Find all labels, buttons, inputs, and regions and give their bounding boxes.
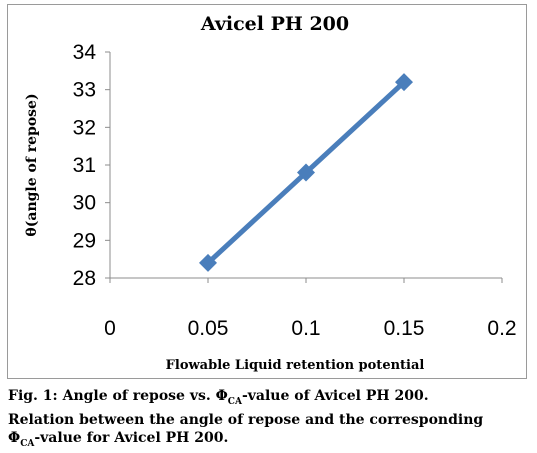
- line-chart: Avicel PH 200 28 29 30 31 32 33 34 0 0.05 0.1 0.1…: [24, 13, 517, 373]
- y-tick-label: 33: [73, 79, 96, 102]
- chart-frame: [7, 4, 527, 379]
- data-point-marker: [297, 163, 315, 182]
- x-axis-label: Flowable Liquid retention potential: [166, 358, 425, 373]
- y-tick-group: 28 29 30 31 32 33 34: [73, 41, 110, 290]
- chart-title: Avicel PH 200: [200, 13, 349, 35]
- caption-description: Relation between the angle of repose and…: [8, 411, 484, 449]
- x-tick-label: 0.05: [188, 317, 229, 340]
- caption-fig-label: Fig. 1: Angle of repose vs. ΦCA-value of…: [8, 388, 429, 407]
- x-tick-label: 0.2: [487, 317, 516, 340]
- y-tick-label: 30: [73, 192, 96, 215]
- x-tick-label: 0.1: [291, 317, 320, 340]
- data-point-marker: [395, 73, 413, 92]
- y-tick-label: 32: [73, 116, 96, 139]
- series-group: [199, 73, 413, 272]
- y-axis-label: θ(angle of repose): [24, 93, 40, 236]
- y-tick-label: 28: [73, 267, 96, 290]
- x-tick-label: 0: [104, 317, 116, 340]
- figure-caption: Fig. 1: Angle of repose vs. ΦCA-value of…: [8, 387, 526, 453]
- y-tick-label: 29: [73, 229, 96, 252]
- x-tick-label: 0.15: [384, 317, 425, 340]
- y-tick-label: 31: [73, 154, 96, 177]
- data-point-marker: [199, 253, 217, 272]
- y-tick-label: 34: [73, 41, 97, 64]
- x-tick-group: 0 0.05 0.1 0.15 0.2: [104, 278, 517, 340]
